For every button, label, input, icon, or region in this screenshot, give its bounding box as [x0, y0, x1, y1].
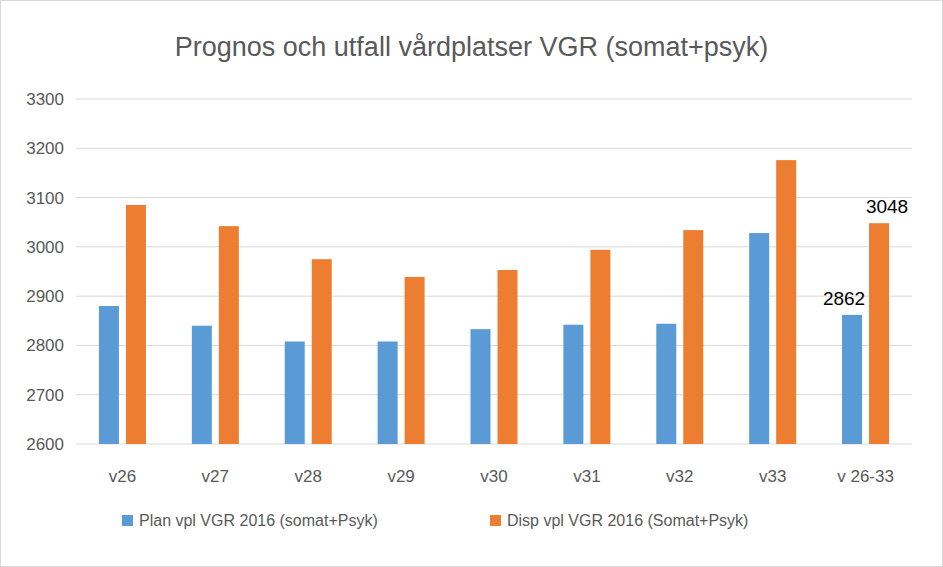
- bar: [842, 315, 862, 444]
- chart-frame: [1, 1, 943, 567]
- bar: [656, 324, 676, 444]
- bar: [405, 277, 425, 444]
- x-tick-label: v26: [109, 467, 136, 486]
- y-tick-label: 3300: [26, 90, 64, 109]
- x-tick-label: v28: [295, 467, 322, 486]
- y-tick-label: 3100: [26, 189, 64, 208]
- bar: [99, 306, 119, 444]
- bar: [471, 329, 491, 444]
- data-label: 2862: [823, 288, 865, 309]
- bar: [285, 341, 305, 444]
- grid-line: [76, 148, 912, 149]
- chart: Prognos och utfall vårdplatser VGR (soma…: [0, 0, 943, 567]
- bar: [749, 233, 769, 444]
- bar: [563, 325, 583, 444]
- y-tick-label: 3200: [26, 139, 64, 158]
- labels: 2862 3048: [823, 196, 908, 309]
- title: Prognos och utfall vårdplatser VGR (soma…: [175, 32, 769, 62]
- bar: [126, 205, 146, 444]
- x-tick-label: v27: [202, 467, 229, 486]
- y-tick-label: 2700: [26, 386, 64, 405]
- x-tick-label: v32: [666, 467, 693, 486]
- legend-label: Disp vpl VGR 2016 (Somat+Psyk): [507, 512, 748, 529]
- legend-label: Plan vpl VGR 2016 (somat+Psyk): [139, 512, 378, 529]
- data-label: 3048: [866, 196, 908, 217]
- x-tick-label: v31: [573, 467, 600, 486]
- x-tick-label: v29: [387, 467, 414, 486]
- y-tick-label: 3000: [26, 238, 64, 257]
- bar: [683, 230, 703, 444]
- x-tick-label: v 26-33: [837, 467, 894, 486]
- bar: [498, 270, 518, 444]
- legend-swatch: [122, 515, 133, 526]
- bar: [192, 326, 212, 444]
- bars: [99, 160, 889, 444]
- y-tick-label: 2800: [26, 336, 64, 355]
- grid-line: [76, 99, 912, 100]
- legend-swatch: [490, 515, 501, 526]
- bar: [776, 160, 796, 444]
- x-tick-label: v30: [480, 467, 507, 486]
- bar: [219, 226, 239, 444]
- bar: [312, 259, 332, 444]
- bar: [378, 341, 398, 444]
- y-tick-label: 2900: [26, 287, 64, 306]
- y-tick-label: 2600: [26, 435, 64, 454]
- bar: [590, 250, 610, 444]
- x-tick-label: v33: [759, 467, 786, 486]
- bar: [869, 223, 889, 444]
